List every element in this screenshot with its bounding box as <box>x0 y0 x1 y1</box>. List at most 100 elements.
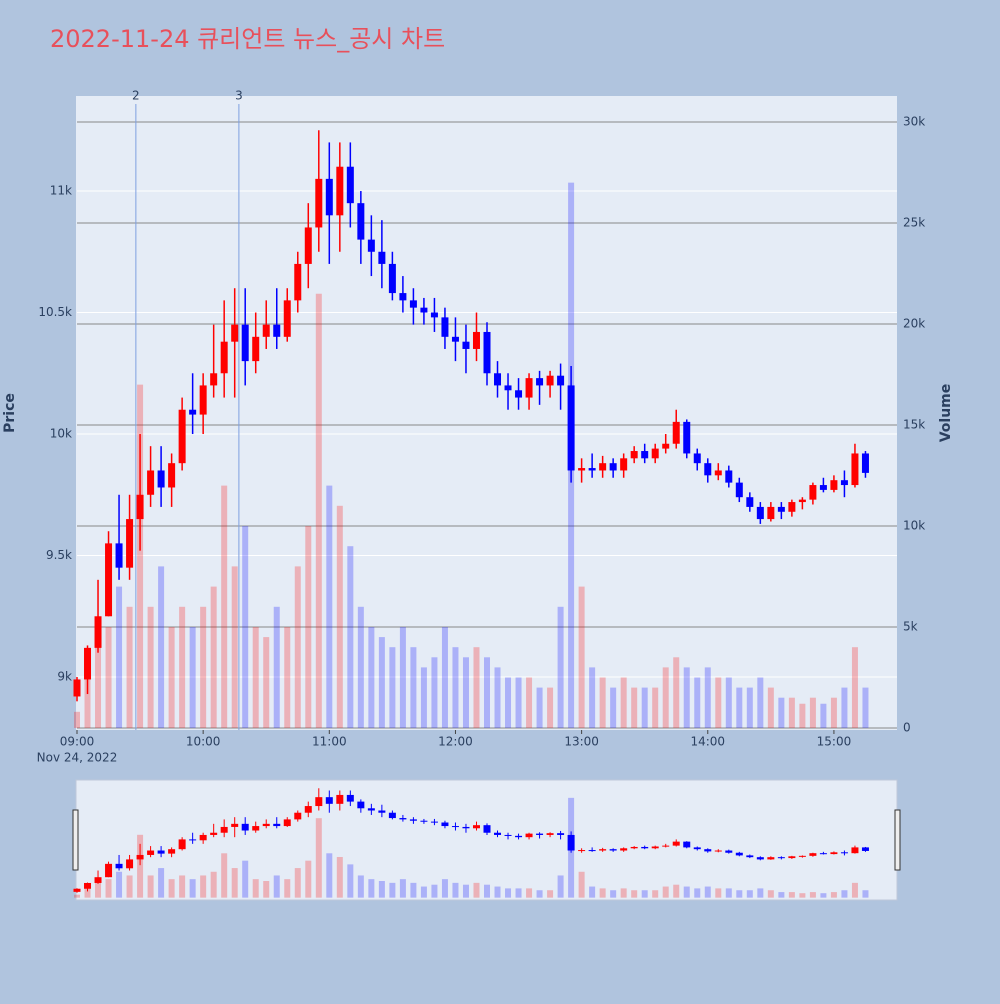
slider-candle-body <box>262 823 270 827</box>
volume-bar <box>610 687 617 728</box>
chart-title: 2022-11-24 큐리언트 뉴스_공시 차트 <box>50 25 445 53</box>
y-tick-label: 9k <box>57 670 72 684</box>
slider-handle[interactable] <box>894 809 901 871</box>
slider-candle-body <box>861 847 869 851</box>
slider-volume-bar <box>368 879 375 898</box>
candle-body <box>147 470 155 495</box>
volume-bar <box>799 703 806 728</box>
volume-bar <box>420 667 427 728</box>
candle-body <box>115 543 123 568</box>
candle-body <box>693 453 701 464</box>
slider-candle-body <box>420 820 428 822</box>
slider-candle-body <box>651 846 659 849</box>
slider-handle[interactable] <box>72 809 79 871</box>
y2-axis-title: Volume <box>938 384 954 443</box>
candle-body <box>641 451 649 459</box>
volume-bar <box>431 657 438 728</box>
candle-body <box>441 317 449 337</box>
volume-bar <box>788 697 795 728</box>
y-tick-label: 11k <box>50 184 72 198</box>
candle-body <box>294 263 302 301</box>
candle-body <box>588 468 596 471</box>
y-tick-label: 9.5k <box>46 548 72 562</box>
range-slider[interactable] <box>75 779 898 901</box>
slider-candle-body <box>73 888 81 892</box>
slider-volume-bar <box>809 892 816 898</box>
candle-body <box>168 463 176 488</box>
volume-bar <box>168 626 175 728</box>
slider-candle-body <box>168 849 176 854</box>
candle-body <box>189 409 197 415</box>
candle-body <box>315 178 323 228</box>
volume-bar <box>252 626 259 728</box>
slider-volume-bar <box>599 888 606 898</box>
volume-bar <box>536 687 543 728</box>
candle-body <box>357 203 365 240</box>
slider-candle-body <box>557 833 565 835</box>
slider-volume-bar <box>536 890 543 898</box>
volume-bar <box>189 626 196 728</box>
volume-bar <box>526 677 533 728</box>
slider-volume-bar <box>137 834 144 898</box>
volume-bar <box>725 677 732 728</box>
volume-bar <box>221 485 228 728</box>
slider-candle-body <box>409 819 417 821</box>
volume-bar <box>494 667 501 728</box>
volume-bar <box>399 626 406 728</box>
y2-tick-label: 15k <box>903 418 925 432</box>
annotation-label: 3 <box>235 89 243 103</box>
slider-volume-bar <box>105 879 112 898</box>
slider-volume-bar <box>715 888 722 898</box>
slider-candle-body <box>798 855 806 857</box>
slider-volume-bar <box>147 875 154 898</box>
slider-candle-body <box>357 801 365 809</box>
slider-volume-bar <box>210 871 217 898</box>
volume-bar <box>851 647 858 728</box>
candle-body <box>325 178 333 216</box>
slider-candle-body <box>136 854 144 860</box>
slider-volume-bar <box>399 879 406 898</box>
candle-body <box>746 497 754 507</box>
slider-volume-bar <box>263 881 270 898</box>
slider-candle-body <box>788 856 796 859</box>
candle-body <box>388 263 396 294</box>
slider-volume-bar <box>673 884 680 898</box>
slider-candle-body <box>483 825 491 833</box>
candle-body <box>241 324 249 362</box>
slider-volume-bar <box>378 881 385 898</box>
candle-body <box>536 378 544 386</box>
plot-area <box>76 96 897 730</box>
slider-candle-body <box>525 833 533 838</box>
annotation-label: 2 <box>132 89 140 103</box>
volume-bar <box>315 293 322 728</box>
candle-body <box>73 679 81 697</box>
candle-body <box>651 448 659 459</box>
candle-body <box>472 331 480 349</box>
slider-volume-bar <box>484 884 490 898</box>
volume-bar <box>305 526 312 728</box>
volume-bar <box>767 687 774 728</box>
candle-body <box>819 485 827 490</box>
volume-bar <box>473 647 480 728</box>
slider-candle-body <box>704 849 712 852</box>
volume-bar <box>147 606 154 728</box>
volume-bar <box>179 606 186 728</box>
slider-candle-body <box>641 846 649 849</box>
volume-bar <box>809 697 816 728</box>
slider-volume-bar <box>704 886 711 898</box>
candle-body <box>546 375 554 386</box>
candle-body <box>557 375 565 386</box>
volume-bar <box>452 647 459 728</box>
slider-volume-bar <box>494 886 501 898</box>
y-tick-label: 10.5k <box>38 305 72 319</box>
candle-body <box>283 300 291 337</box>
candle-body <box>105 543 113 617</box>
y-tick-label: 10k <box>50 427 72 441</box>
x-tick-label: 09:00 <box>60 735 95 749</box>
x-axis-date: Nov 24, 2022 <box>37 751 118 765</box>
candle-body <box>94 616 102 648</box>
candle-body <box>220 341 228 374</box>
slider-candle-body <box>683 841 691 848</box>
volume-bar <box>210 586 217 728</box>
candle-body <box>409 300 417 308</box>
